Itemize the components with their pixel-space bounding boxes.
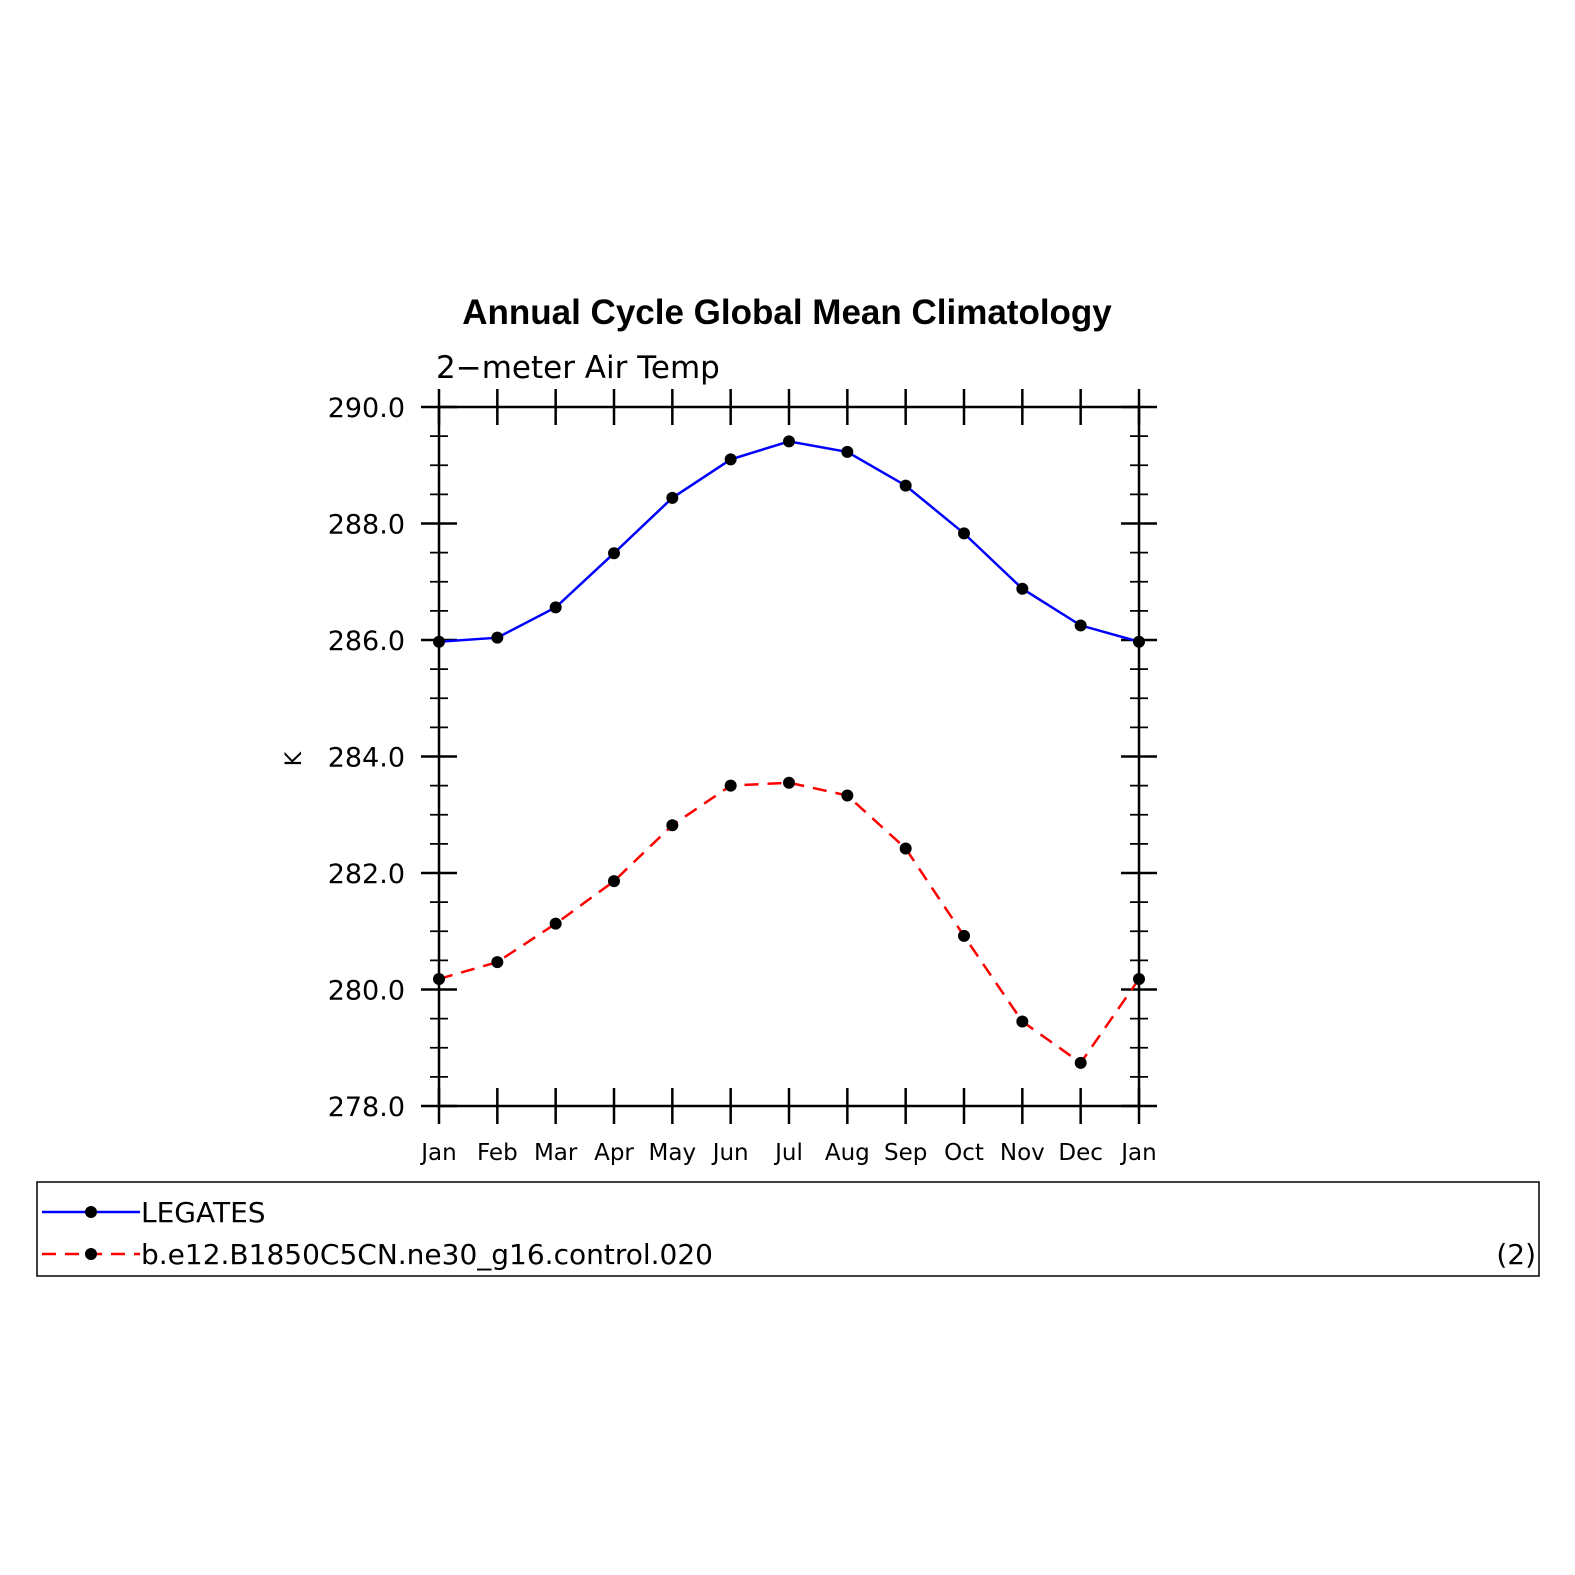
data-point — [608, 875, 620, 888]
data-point — [899, 842, 912, 855]
data-point — [1133, 973, 1145, 986]
y-tick-label: 290.0 — [328, 393, 405, 424]
data-point — [433, 635, 445, 648]
data-point — [1133, 635, 1145, 648]
legend-box — [36, 1181, 1540, 1277]
x-tick-label: Aug — [825, 1140, 870, 1166]
x-tick-label: Nov — [1000, 1140, 1045, 1166]
y-tick-label: 286.0 — [328, 626, 405, 657]
y-tick-label: 282.0 — [328, 859, 405, 890]
x-tick-label: Oct — [944, 1140, 984, 1166]
data-point — [724, 453, 737, 466]
y-axis-label: K — [282, 751, 307, 766]
y-tick-label: 280.0 — [328, 976, 405, 1007]
data-point — [783, 776, 795, 789]
legend-marker-1 — [85, 1248, 97, 1260]
x-tick-label: Dec — [1058, 1140, 1103, 1166]
x-tick-label: Mar — [534, 1140, 578, 1166]
series-layer — [433, 435, 1145, 1069]
data-point — [1074, 619, 1087, 632]
data-point — [783, 435, 795, 448]
x-tick-label: Jan — [1119, 1140, 1156, 1166]
x-tick-label: May — [649, 1140, 697, 1166]
y-tick-label: 284.0 — [328, 743, 405, 774]
data-point — [841, 789, 854, 802]
data-point — [666, 491, 679, 504]
x-tick-label: Jan — [419, 1140, 456, 1166]
data-point — [491, 956, 504, 969]
x-tick-label: Feb — [477, 1140, 518, 1166]
legend-tag: (2) — [1496, 1238, 1536, 1271]
x-tick-label: Sep — [884, 1140, 927, 1166]
y-tick-label: 278.0 — [328, 1092, 405, 1123]
data-point — [899, 479, 912, 492]
data-point — [958, 929, 970, 942]
data-point — [841, 445, 854, 458]
data-point — [491, 631, 504, 644]
x-tick-label: Apr — [594, 1140, 634, 1166]
x-tick-label: Jun — [711, 1140, 749, 1166]
legend-label-1: b.e12.B1850C5CN.ne30_g16.control.020 — [141, 1238, 713, 1271]
data-point — [958, 527, 970, 540]
axes: 278.0 280.0 282.0 284.0 286.0 288.0 290.0 Jan Fe… — [328, 389, 1157, 1166]
chart-title: Annual Cycle Global Mean Climatology — [462, 293, 1112, 332]
legend-label-0: LEGATES — [141, 1196, 266, 1229]
y-tick-label: 288.0 — [328, 510, 405, 541]
plot-frame — [437, 405, 1141, 1108]
data-point — [1074, 1056, 1087, 1069]
data-point — [549, 601, 562, 614]
data-point — [549, 917, 562, 930]
x-tick-label: Jul — [773, 1140, 803, 1166]
data-point — [666, 819, 679, 832]
series-line-1 — [438, 781, 1141, 1065]
chart-subtitle: 2−meter Air Temp — [436, 350, 720, 386]
legend-marker-0 — [85, 1206, 97, 1218]
data-point — [433, 973, 445, 986]
data-point — [1016, 1015, 1029, 1028]
data-point — [608, 547, 620, 560]
series-line-0 — [438, 440, 1140, 643]
data-point — [1016, 582, 1029, 595]
data-point — [724, 779, 737, 792]
legend: (2) LEGATES b.e12.B1850C5CN.ne30_g16.cont… — [36, 1181, 1540, 1277]
